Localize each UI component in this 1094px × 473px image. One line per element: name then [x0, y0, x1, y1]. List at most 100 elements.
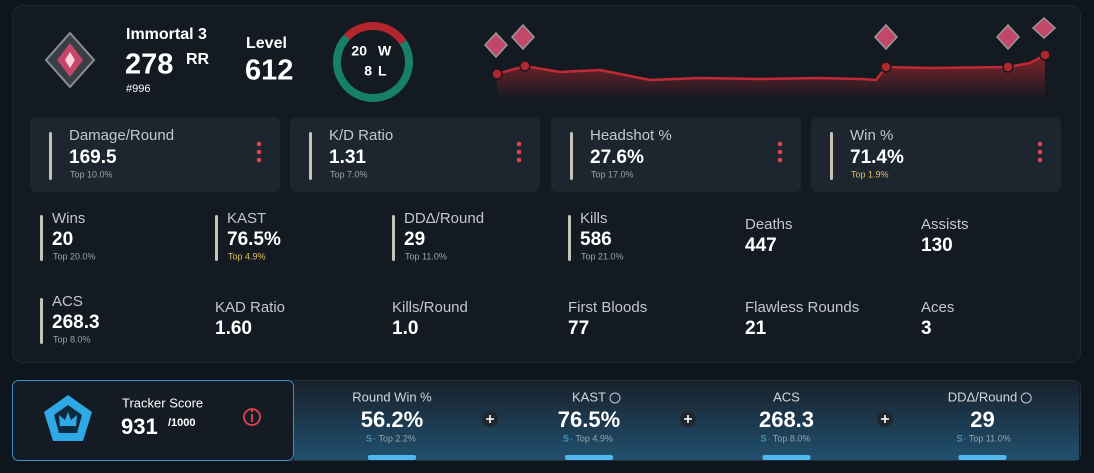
tracker-icon: [44, 395, 92, 441]
stat-name: ACS: [52, 293, 83, 310]
info-button[interactable]: [243, 408, 261, 426]
menu-dot[interactable]: [777, 157, 783, 163]
plus-icon: [881, 415, 889, 423]
level-label: Level: [246, 35, 287, 52]
stat-name: KAST: [227, 210, 266, 227]
losses-count: 8: [364, 63, 372, 79]
stat-value: 586: [580, 229, 612, 250]
metric-rank: · Top 11.0%: [964, 433, 1011, 443]
stat-rank: Top 20.0%: [53, 251, 96, 261]
indicator-bar: [49, 132, 52, 180]
indicator-bar: [392, 215, 395, 261]
win-loss-ring: [333, 22, 413, 102]
metric-cell: [688, 381, 885, 460]
rank-name: Immortal 3: [126, 26, 207, 43]
stat-value: 1.0: [392, 318, 418, 339]
stat-name: Kills/Round: [392, 299, 468, 316]
stat-rank: Top 21.0%: [581, 251, 624, 261]
stat-name: Damage/Round: [69, 127, 174, 144]
stat-value: 3: [921, 318, 932, 339]
stat-name: Headshot %: [590, 127, 672, 144]
stat-name: Wins: [52, 210, 85, 227]
stat-rank: Top 8.0%: [53, 334, 91, 344]
wins-count: 20: [351, 43, 367, 59]
metric-cell: [490, 381, 688, 460]
stat-rank: Top 7.0%: [330, 169, 368, 179]
highlight-card: [811, 117, 1061, 192]
menu-dot[interactable]: [1037, 141, 1043, 147]
metric-rank: · Top 8.0%: [768, 433, 811, 443]
stat-name: Deaths: [745, 216, 793, 233]
metric-value: 56.2%: [361, 407, 423, 432]
stat-value: 76.5%: [227, 229, 281, 250]
menu-dot[interactable]: [777, 149, 783, 155]
indicator-bar: [215, 215, 218, 261]
stat-rank: Top 4.9%: [228, 251, 266, 261]
indicator-bar: [309, 132, 312, 180]
metric-value: 76.5%: [558, 407, 620, 432]
metric-name: KAST: [572, 389, 606, 404]
metric-grade: S: [563, 433, 569, 443]
metric-rank: · Top 2.2%: [373, 433, 416, 443]
plus-icon: [684, 415, 692, 423]
stat-value: 77: [568, 318, 589, 339]
menu-dot[interactable]: [516, 157, 522, 163]
stat-rank: Top 17.0%: [591, 169, 634, 179]
stat-name: Flawless Rounds: [745, 299, 859, 316]
metric-cell: [294, 381, 490, 460]
metric-cell: [885, 381, 1079, 460]
menu-dot[interactable]: [516, 141, 522, 147]
metric-tab: [565, 455, 613, 460]
stat-value: 268.3: [52, 312, 100, 333]
menu-dot[interactable]: [256, 149, 262, 155]
stat-name: DDΔ/Round: [404, 210, 484, 227]
tracker-max: /1000: [168, 417, 196, 429]
metric-grade: S: [366, 433, 372, 443]
metric-tab: [368, 455, 416, 460]
stat-value: 20: [52, 229, 73, 250]
metric-grade: S: [761, 433, 767, 443]
stat-name: Assists: [921, 216, 969, 233]
stat-value: 71.4%: [850, 147, 904, 168]
metric-tab: [762, 455, 811, 460]
leaderboard-position: #996: [126, 83, 150, 95]
stat-value: 27.6%: [590, 147, 644, 168]
menu-dot[interactable]: [777, 141, 783, 147]
stat-name: Aces: [921, 299, 954, 316]
stat-value: 169.5: [69, 147, 117, 168]
stat-rank: Top 1.9%: [851, 169, 889, 179]
metric-name: Round Win %: [352, 389, 432, 404]
indicator-bar: [40, 215, 43, 261]
indicator-bar: [570, 132, 573, 180]
tracker-score: 931: [121, 414, 158, 439]
stat-value: 447: [745, 235, 777, 256]
metric-tab: [958, 455, 1007, 460]
rank-rating-unit: RR: [186, 51, 210, 68]
metric-value: 268.3: [759, 407, 814, 432]
menu-dot[interactable]: [1037, 149, 1043, 155]
metric-value: 29: [970, 407, 994, 432]
stat-value: 130: [921, 235, 953, 256]
indicator-bar: [568, 215, 571, 261]
wins-label: W: [378, 43, 392, 59]
stat-name: First Bloods: [568, 299, 647, 316]
rank-icon: [44, 31, 96, 89]
info-icon[interactable]: [1020, 392, 1032, 404]
stat-name: K/D Ratio: [329, 127, 393, 144]
stat-name: KAD Ratio: [215, 299, 285, 316]
stat-value: 1.31: [329, 147, 366, 168]
indicator-bar: [830, 132, 833, 180]
menu-dot[interactable]: [256, 141, 262, 147]
rank-history: [483, 16, 1057, 100]
info-icon[interactable]: [609, 392, 621, 404]
menu-dot[interactable]: [256, 157, 262, 163]
stat-name: Kills: [580, 210, 608, 227]
menu-dot[interactable]: [516, 149, 522, 155]
menu-dot[interactable]: [1037, 157, 1043, 163]
stat-rank: Top 10.0%: [70, 169, 113, 179]
highlight-card: [551, 117, 801, 192]
plus-icon: [486, 415, 494, 423]
stat-name: Win %: [850, 127, 893, 144]
stat-value: 21: [745, 318, 767, 339]
